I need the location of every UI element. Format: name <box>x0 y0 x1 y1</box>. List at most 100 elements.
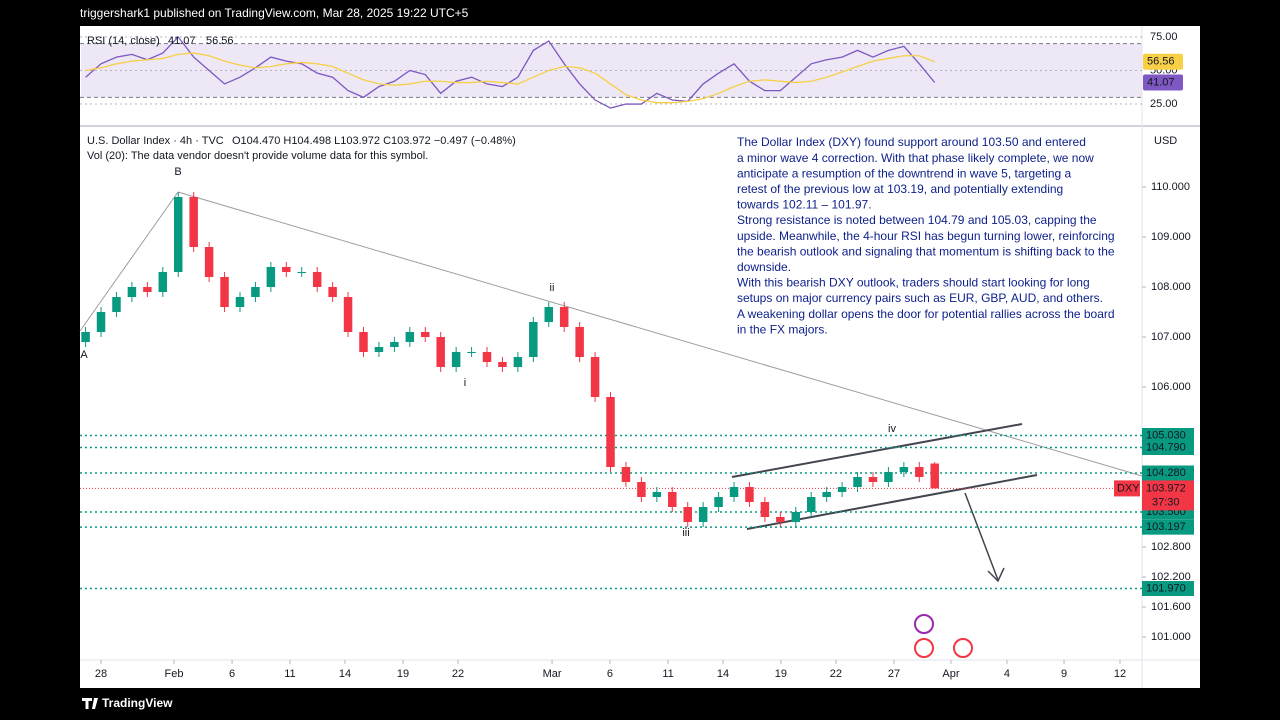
rsi-legend: RSI (14, close) <box>87 35 160 47</box>
event-icon[interactable] <box>914 614 934 634</box>
candle-body <box>189 197 198 247</box>
candle-body <box>112 297 121 312</box>
x-tick-label: 11 <box>662 668 673 680</box>
candle-body <box>235 297 245 307</box>
trend-line <box>177 191 1143 477</box>
y-tick-label: 108.000 <box>1151 281 1191 293</box>
wave-label: A <box>80 349 88 361</box>
candle-body <box>467 352 476 353</box>
candle-body <box>127 287 137 297</box>
level-label: 104.790 <box>1146 441 1186 453</box>
analysis-text: towards 102.11 – 101.97. <box>737 198 872 212</box>
x-tick-label: 19 <box>775 668 787 680</box>
candle-body <box>760 502 770 517</box>
level-box <box>1142 519 1194 535</box>
candle-body <box>312 272 322 287</box>
candle-body <box>544 307 554 322</box>
level-box <box>1142 440 1194 455</box>
x-tick-label: Apr <box>942 668 959 680</box>
level-box <box>1142 465 1194 481</box>
symbol-label: DXY <box>1117 482 1140 494</box>
candle-body <box>899 467 909 472</box>
analysis-text: anticipate a resumption of the downtrend… <box>737 166 1072 180</box>
x-tick-label: 4 <box>1004 668 1010 680</box>
y-tick-label: 101.600 <box>1151 601 1191 613</box>
candle-body <box>652 492 662 497</box>
wave-label: i <box>464 377 466 389</box>
candle-body <box>513 357 523 367</box>
x-tick-label: 12 <box>1114 668 1126 680</box>
candle-body <box>96 312 106 332</box>
analysis-text: downside. <box>737 260 791 274</box>
analysis-text: upside. Meanwhile, the 4-hour RSI has be… <box>737 229 1115 243</box>
level-box <box>1142 428 1194 443</box>
footer-brand: TradingView <box>102 696 173 710</box>
analysis-text: Strong resistance is noted between 104.7… <box>737 213 1097 227</box>
candle-body <box>204 247 214 277</box>
x-tick-label: 11 <box>284 668 295 680</box>
x-tick-label: 28 <box>95 668 107 680</box>
x-tick-label: 22 <box>452 668 464 680</box>
candle-body <box>621 467 631 482</box>
last-price-label: 103.972 <box>1146 482 1186 494</box>
event-icon[interactable] <box>914 638 934 658</box>
rsi-legend-value: 41.07 <box>168 35 196 47</box>
candle-body <box>498 362 507 367</box>
candle-body <box>143 287 152 292</box>
candle-body <box>606 397 615 467</box>
candle-body <box>297 272 306 273</box>
event-icon[interactable] <box>953 638 973 658</box>
candle-body <box>791 512 801 522</box>
x-tick-label: Mar <box>543 668 562 680</box>
x-tick-label: 6 <box>607 668 613 680</box>
rsi-value-label: 41.07 <box>1147 76 1175 88</box>
y-tick-label: 106.000 <box>1151 381 1191 393</box>
candle-body <box>405 332 415 342</box>
candle-body <box>837 487 847 492</box>
y-tick-label: 102.800 <box>1151 541 1191 553</box>
rsi-line <box>85 52 935 104</box>
analysis-text: A weakening dollar opens the door for po… <box>737 307 1115 321</box>
candle-body <box>915 467 924 477</box>
candle-body <box>251 287 260 297</box>
arrow-head <box>987 567 1005 583</box>
y-tick-label: 107.000 <box>1151 331 1191 343</box>
channel-line <box>731 423 1023 478</box>
analysis-text: With this bearish DXY outlook, traders s… <box>737 276 1090 290</box>
analysis-text: a minor wave 4 correction. With that pha… <box>737 151 1094 165</box>
x-tick-label: 9 <box>1061 668 1067 680</box>
y-tick-label: 102.200 <box>1151 571 1191 583</box>
tv-logo <box>82 698 98 709</box>
candle-body <box>359 332 368 352</box>
candle-body <box>637 482 646 497</box>
rsi-value-box <box>1143 74 1183 91</box>
candle-body <box>776 517 785 522</box>
last-price-box <box>1142 480 1194 511</box>
candle-body <box>698 507 708 522</box>
candle-body <box>328 287 337 297</box>
level-label: 101.970 <box>1146 582 1186 594</box>
candle-body <box>436 337 445 367</box>
level-box <box>1142 581 1194 596</box>
candle-body <box>806 497 816 512</box>
candle-body <box>390 342 399 347</box>
publish-header: triggershark1 published on TradingView.c… <box>80 6 469 20</box>
rsi-value-box <box>1143 53 1183 70</box>
wave-label: iv <box>888 423 896 435</box>
volume-note: Vol (20): The data vendor doesn't provid… <box>87 150 428 162</box>
symbol-title: U.S. Dollar Index · 4h · TVC <box>87 135 224 147</box>
candle-body <box>282 267 291 272</box>
level-label: 104.280 <box>1146 467 1186 479</box>
symbol-box <box>1114 480 1140 497</box>
x-tick-label: 6 <box>229 668 235 680</box>
projection-arrow <box>964 492 999 581</box>
x-tick-label: 19 <box>397 668 409 680</box>
x-tick-label: Feb <box>164 668 183 680</box>
rsi-line <box>85 35 936 109</box>
candle-body <box>220 277 229 307</box>
ohlc-legend: O104.470 H104.498 L103.972 C103.972 −0.4… <box>232 135 516 147</box>
analysis-text: the bearish outlook and signaling that m… <box>737 244 1115 258</box>
chart-panel <box>80 26 1200 688</box>
